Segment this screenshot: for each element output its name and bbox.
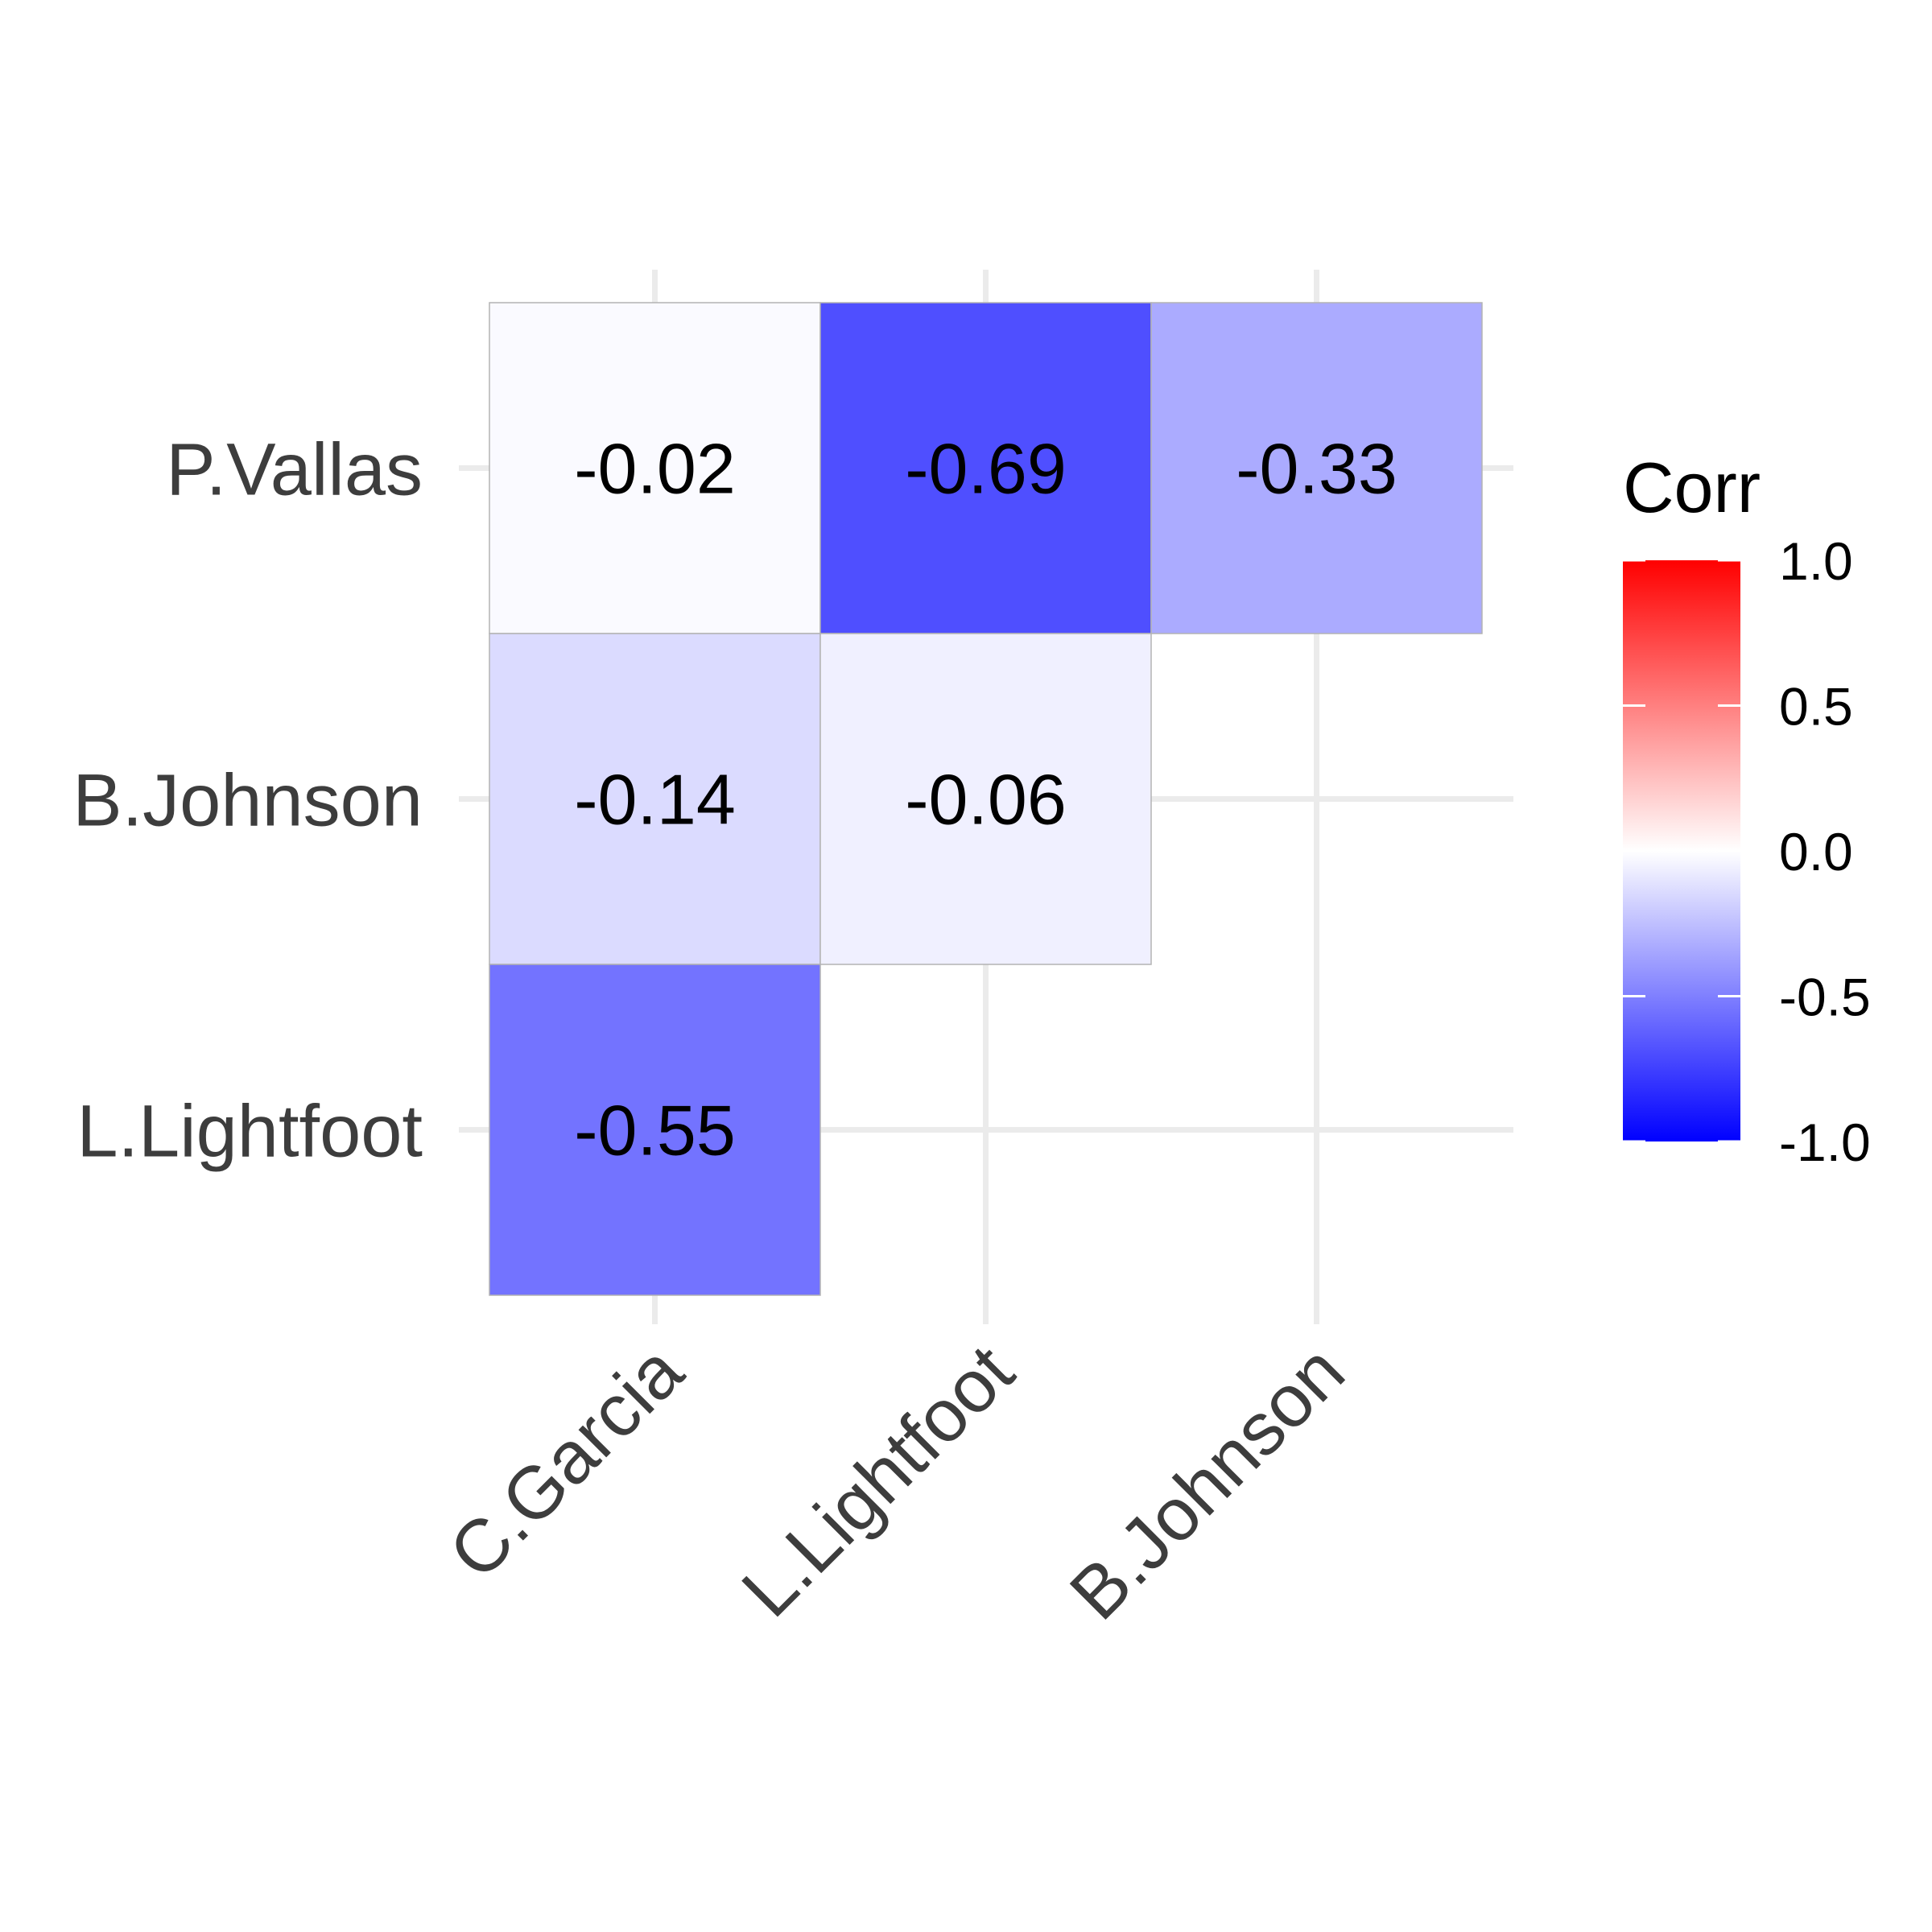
heatmap-cell-p-vallas-c-garcia bbox=[489, 302, 821, 634]
cell-value-l-lightfoot-c-garcia: -0.55 bbox=[574, 1091, 736, 1170]
cell-value-p-vallas-l-lightfoot: -0.69 bbox=[905, 429, 1067, 509]
y-axis-tick-labels: L.Lightfoot B.Johnson P.Vallas bbox=[72, 429, 423, 1173]
heatmap-cell-p-vallas-b-johnson bbox=[1150, 302, 1483, 634]
y-tick-p-vallas: P.Vallas bbox=[166, 429, 423, 511]
cell-value-b-johnson-l-lightfoot: -0.06 bbox=[905, 760, 1067, 840]
legend-label-2: 0.0 bbox=[1779, 822, 1853, 881]
heatmap-cell-l-lightfoot-c-garcia bbox=[489, 964, 821, 1296]
legend-label-1: 0.5 bbox=[1779, 677, 1853, 737]
cell-value-labels: -0.02 -0.69 -0.33 -0.14 -0.06 -0.55 bbox=[574, 429, 1397, 1170]
legend-label-4: -1.0 bbox=[1779, 1113, 1871, 1172]
heatmap-cell-b-johnson-c-garcia bbox=[489, 633, 821, 965]
cell-value-p-vallas-b-johnson: -0.33 bbox=[1236, 429, 1397, 509]
x-tick-b-johnson: B.Johnson bbox=[1055, 1330, 1360, 1636]
y-tick-l-lightfoot: L.Lightfoot bbox=[76, 1091, 423, 1173]
cell-value-b-johnson-c-garcia: -0.14 bbox=[574, 760, 736, 840]
y-tick-b-johnson: B.Johnson bbox=[72, 760, 423, 842]
legend-label-3: -0.5 bbox=[1779, 968, 1871, 1027]
legend-title: Corr bbox=[1623, 448, 1761, 527]
x-axis-tick-labels: C.Garcia L.Lightfoot B.Johnson bbox=[434, 1329, 1360, 1635]
heatmap-cells bbox=[489, 302, 1483, 1296]
x-tick-c-garcia: C.Garcia bbox=[434, 1329, 699, 1594]
legend-ticks: 1.0 0.5 0.0 -0.5 -1.0 bbox=[1623, 531, 1871, 1172]
color-legend: Corr 1.0 0.5 0.0 -0.5 -1.0 bbox=[1623, 448, 1871, 1172]
x-tick-l-lightfoot: L.Lightfoot bbox=[727, 1330, 1030, 1633]
heatmap-cell-b-johnson-l-lightfoot bbox=[819, 633, 1152, 965]
cell-value-p-vallas-c-garcia: -0.02 bbox=[574, 429, 736, 509]
legend-label-0: 1.0 bbox=[1779, 531, 1853, 591]
